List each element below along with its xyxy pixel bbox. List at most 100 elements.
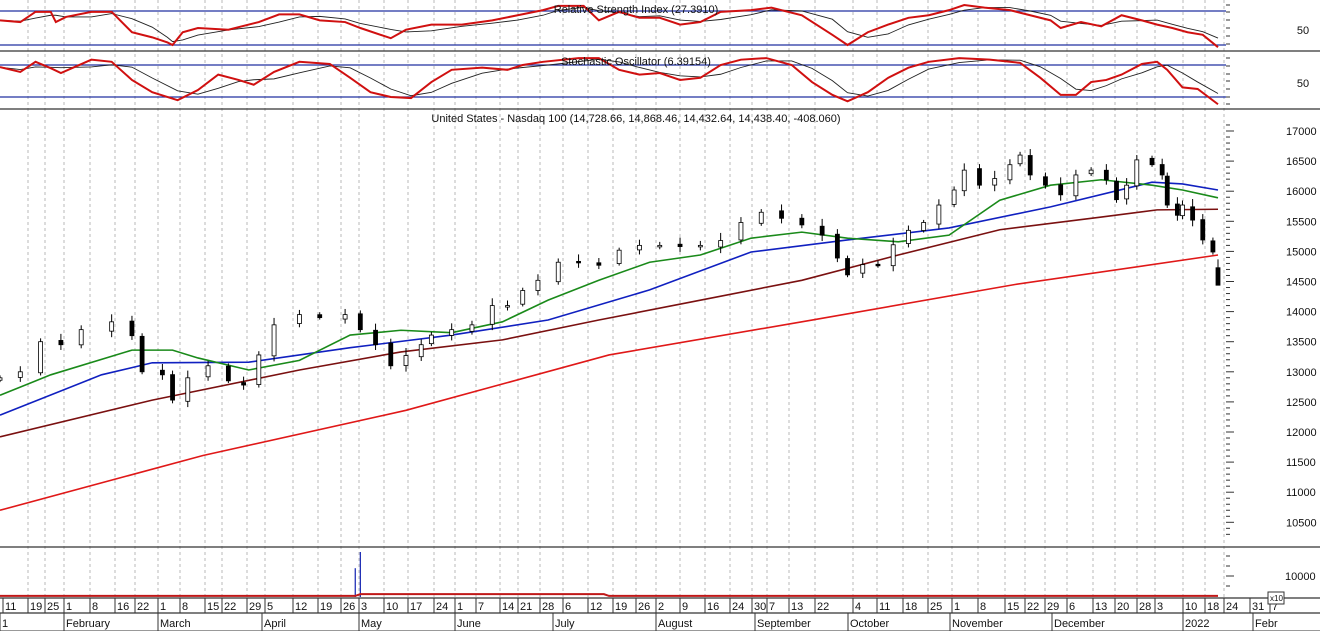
- x-day-label: 19: [30, 601, 42, 613]
- x-month-label: May: [361, 618, 382, 630]
- x-day-label: 29: [1047, 601, 1059, 613]
- x-day-label: 12: [295, 601, 307, 613]
- rsi-signal-line: [0, 6, 1219, 43]
- candle: [403, 355, 409, 366]
- candle: [1017, 154, 1023, 165]
- x-day-label: 14: [502, 601, 514, 613]
- candle: [677, 243, 683, 247]
- candle: [256, 354, 262, 385]
- x-day-label: 22: [224, 601, 236, 613]
- volume-multiplier-label: x10: [1270, 594, 1283, 603]
- x-day-label: 19: [615, 601, 627, 613]
- candle: [139, 335, 145, 373]
- candle: [779, 210, 784, 219]
- candle: [17, 371, 23, 378]
- candle: [428, 334, 434, 345]
- x-day-label: 8: [92, 601, 98, 613]
- candle: [297, 314, 302, 324]
- candle: [1124, 184, 1130, 200]
- rsi-line: [0, 4, 1219, 48]
- y-tick-label: 15000: [1286, 246, 1317, 258]
- x-month-label: June: [457, 618, 481, 630]
- candle: [1027, 155, 1033, 176]
- x-month-label: November: [952, 618, 1003, 630]
- volume-10000-label: 10000: [1285, 571, 1316, 583]
- candle: [535, 279, 541, 291]
- candle: [373, 329, 378, 346]
- candle: [992, 178, 998, 186]
- rsi-50-label: 50: [1297, 25, 1309, 37]
- x-day-label: 16: [117, 601, 129, 613]
- candle: [1073, 174, 1079, 197]
- x-month-label: July: [555, 618, 575, 630]
- y-tick-label: 11000: [1286, 487, 1316, 499]
- candle: [159, 369, 165, 376]
- moving-average-line: [0, 178, 1219, 397]
- x-day-label: 7: [1272, 601, 1278, 613]
- candle: [418, 344, 424, 358]
- x-day-label: 2: [658, 601, 664, 613]
- candle: [109, 321, 115, 332]
- vertical-gridlines: [27, 0, 1225, 598]
- x-day-label: 21: [520, 601, 532, 613]
- x-month-label: Febr: [1255, 618, 1278, 630]
- multiplier-box: [1267, 591, 1285, 605]
- x-day-label: 25: [47, 601, 59, 613]
- stochastic-panel: [0, 57, 1226, 106]
- candle: [225, 365, 231, 382]
- x-day-label: 9: [682, 601, 688, 613]
- candle: [819, 225, 825, 236]
- x-day-label: 11: [879, 601, 890, 613]
- candle: [505, 305, 510, 308]
- x-day-label: 10: [1185, 601, 1197, 613]
- y-tick-label: 10500: [1286, 517, 1317, 529]
- x-day-label: 28: [542, 601, 554, 613]
- candle: [834, 233, 840, 259]
- x-day-label: 8: [182, 601, 188, 613]
- volume-average-line: [0, 593, 1218, 597]
- x-day-label: 31: [1252, 601, 1264, 613]
- x-day-label: 3: [361, 601, 367, 613]
- candle: [1200, 219, 1206, 241]
- x-day-label: 7: [769, 601, 775, 613]
- x-month-label: December: [1054, 618, 1105, 630]
- x-day-label: 29: [249, 601, 261, 613]
- candle: [738, 222, 744, 241]
- candle: [576, 260, 581, 264]
- candle: [1215, 267, 1221, 286]
- candle: [1180, 204, 1185, 217]
- x-month-label: October: [850, 618, 889, 630]
- x-day-label: 22: [137, 601, 149, 613]
- y-tick-label: 16500: [1286, 156, 1317, 168]
- stochastic-title: Stochastic Oscillator (6.39154): [561, 56, 711, 68]
- candle: [961, 169, 967, 192]
- candle: [1164, 175, 1170, 206]
- candle: [906, 229, 911, 244]
- candle: [936, 204, 942, 225]
- y-tick-label: 17000: [1286, 126, 1317, 138]
- x-day-label: 18: [1207, 601, 1219, 613]
- x-day-label: 24: [732, 601, 744, 613]
- candle: [758, 211, 764, 224]
- x-day-label: 13: [1095, 601, 1107, 613]
- candle: [616, 249, 622, 264]
- x-day-label: 22: [817, 601, 829, 613]
- candle: [718, 240, 724, 248]
- candle: [890, 244, 896, 267]
- candle: [317, 314, 323, 319]
- candle: [489, 305, 495, 325]
- price-panel: [0, 149, 1221, 512]
- candle: [1175, 203, 1180, 216]
- candle: [1088, 169, 1094, 175]
- x-day-label: 6: [1069, 601, 1075, 613]
- x-day-label: 1: [160, 601, 166, 613]
- candle: [0, 377, 3, 381]
- x-month-label: 1: [2, 618, 8, 630]
- x-day-label: 7: [478, 601, 484, 613]
- x-day-label: 1: [457, 601, 463, 613]
- candle: [185, 377, 191, 402]
- candle: [357, 313, 363, 331]
- y-axis: 17000 16500 16000 15500 15000 14500 14000 13500…: [1226, 4, 1317, 587]
- x-day-label: 15: [207, 601, 219, 613]
